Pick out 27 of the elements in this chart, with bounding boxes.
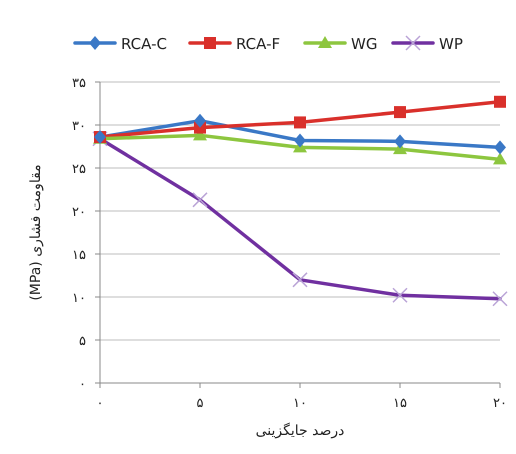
point	[394, 106, 406, 118]
y-tick-label: ۲۵	[72, 162, 86, 177]
x-tick-label: ۱۰	[293, 396, 307, 411]
y-tick-label: ۰	[79, 377, 86, 392]
legend-label: RCA-C	[121, 35, 167, 53]
point	[294, 133, 306, 148]
y-tick-label: ۳۵	[72, 76, 86, 91]
x-tick-label: ۰	[96, 396, 104, 411]
y-tick-label: ۲۰	[72, 205, 86, 220]
point	[494, 96, 506, 108]
x-tick-label: ۵	[196, 396, 204, 411]
x-tick-label: ۲۰	[493, 396, 507, 411]
y-tick-label: ۱۰	[72, 291, 86, 306]
point	[294, 116, 306, 128]
point	[494, 140, 506, 154]
point	[194, 114, 206, 128]
y-tick-label: ۵	[79, 334, 86, 349]
x-axis-title: درصد جایگزینی	[256, 422, 344, 439]
y-tick-label: ۱۵	[72, 248, 86, 263]
y-tick-label: ۳۰	[72, 119, 86, 134]
legend-label: RCA-F	[236, 35, 280, 53]
x-tick-label: ۱۵	[393, 396, 407, 411]
legend-label: WP	[439, 35, 463, 53]
legend-label: WG	[351, 35, 378, 53]
point	[394, 134, 406, 148]
point	[493, 152, 507, 164]
y-axis-title: مقاومت فشاری (MPa)	[28, 164, 44, 301]
